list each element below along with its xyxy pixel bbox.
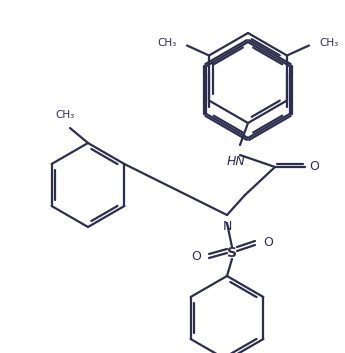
- Text: HN: HN: [227, 155, 245, 168]
- Text: S: S: [227, 246, 237, 260]
- Text: CH₃: CH₃: [56, 110, 75, 120]
- Text: O: O: [309, 161, 319, 174]
- Text: CH₃: CH₃: [319, 38, 338, 48]
- Text: CH₃: CH₃: [158, 38, 177, 48]
- Text: N: N: [222, 220, 232, 233]
- Text: O: O: [191, 250, 201, 263]
- Text: O: O: [263, 237, 273, 250]
